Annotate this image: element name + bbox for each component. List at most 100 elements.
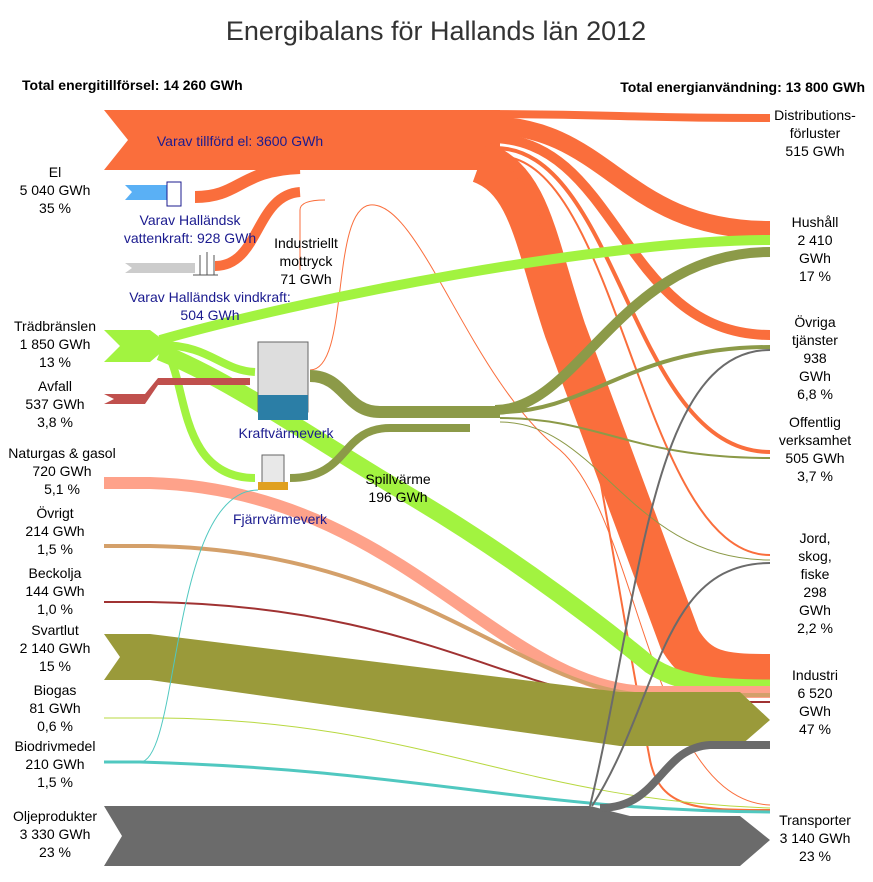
label-value: 2 140 GWh (19, 640, 91, 656)
use-total: Total energianvändning: 13 800 GWh (620, 79, 865, 95)
other-flow (104, 544, 770, 697)
label-value: 210 GWh (25, 756, 85, 772)
label-value: 3 140 GWh (779, 830, 851, 846)
label-value: 81 GWh (29, 700, 81, 716)
flow (484, 116, 771, 239)
flow (499, 165, 771, 811)
wind-icon (193, 252, 218, 276)
el-input (104, 110, 500, 170)
flow (471, 142, 771, 696)
flow (214, 187, 301, 271)
use-label: Övriga tjänster 938 GWh 6,8 % (786, 313, 844, 403)
label-value: 144 GWh (25, 583, 85, 599)
label-value: 505 GWh (785, 450, 845, 466)
source-label: El 5 040 GWh 35 % (20, 163, 91, 217)
use-label: Distributions- förluster 515 GWh (774, 106, 856, 160)
source-label: Svartlut 2 140 GWh 15 % (20, 621, 91, 675)
label-share: 0,6 % (37, 718, 73, 734)
heat-flows (289, 247, 771, 561)
plant-icons (257, 341, 309, 490)
label-name: Beckolja (28, 565, 82, 581)
label-value: 298 GWh (799, 584, 831, 618)
label-share: 13 % (39, 354, 71, 370)
label-value: 537 GWh (25, 396, 85, 412)
label-share: 1,5 % (37, 774, 73, 790)
label-share: 47 % (799, 721, 831, 737)
source-label: Avfall 537 GWh 3,8 % (25, 377, 84, 431)
flow (159, 341, 256, 376)
label-share: 1,5 % (37, 541, 73, 557)
label-name: Oljeprodukter (12, 808, 98, 824)
label-name: Transporter (779, 812, 851, 828)
flow (299, 199, 326, 270)
label-name: Industri (792, 667, 838, 683)
label-share: 3,8 % (37, 414, 73, 430)
oil-flows (589, 349, 771, 812)
use-label: Transporter 3 140 GWh 23 % (779, 811, 851, 865)
label-name: Offentlig verksamhet (778, 414, 852, 448)
title: Energibalans för Hallands län 2012 (225, 16, 647, 46)
label-value: 3 330 GWh (19, 826, 91, 842)
label-value: 515 GWh (785, 143, 845, 159)
annotation: Fjärrvärmeverk (232, 511, 328, 527)
source-label: Naturgas & gasol 720 GWh 5,1 % (8, 444, 115, 498)
biogas-flow (104, 717, 771, 809)
label-value: 938 GWh (799, 350, 831, 384)
label-share: 5,1 % (44, 481, 80, 497)
label-name: Avfall (38, 378, 72, 394)
source-label: Övrigt 214 GWh 1,5 % (25, 504, 84, 558)
label-name: Naturgas & gasol (8, 445, 116, 461)
flow (489, 133, 771, 340)
flow (194, 162, 301, 203)
biofuel-flow (139, 489, 259, 763)
label-value: 1 850 GWh (19, 336, 91, 352)
annotation: Varav Halländsk vattenkraft: 928 GWh (123, 212, 257, 246)
oil-flow (104, 806, 770, 866)
wood-input (104, 330, 170, 362)
label-share: 1,0 % (37, 601, 73, 617)
label-name: Övriga tjänster (792, 314, 838, 348)
label-name: El (48, 164, 62, 180)
label-share: 23 % (799, 848, 831, 864)
annotation: Industriellt mottryck 71 GWh (274, 235, 338, 287)
label-name: Övrigt (36, 505, 74, 521)
annotation: Spillvärme 196 GWh (365, 471, 431, 505)
supply-total: Total energitillförsel: 14 260 GWh (22, 77, 243, 93)
use-label: Hushåll 2 410 GWh 17 % (786, 213, 844, 285)
turbine-icon (166, 181, 182, 207)
source-label: Trädbränslen 1 850 GWh 13 % (14, 317, 96, 371)
label-name: Biodrivmedel (14, 738, 96, 754)
label-name: Trädbränslen (14, 318, 96, 334)
label-value: 214 GWh (25, 523, 85, 539)
label-share: 3,7 % (797, 468, 833, 484)
label-share: 15 % (39, 658, 71, 674)
source-label: Oljeprodukter 3 330 GWh 23 % (13, 807, 97, 861)
wind-arrow (125, 263, 195, 273)
biofuel-flow (104, 760, 771, 814)
label-value: 5 040 GWh (19, 182, 91, 198)
source-label: Biodrivmedel 210 GWh 1,5 % (15, 737, 96, 791)
annotation: Varav Halländsk vindkraft: 504 GWh (129, 289, 291, 323)
use-label: Industri 6 520 GWh 47 % (786, 666, 844, 738)
hydro-arrow (125, 185, 170, 200)
label-value: 2 410 GWh (797, 232, 833, 266)
gas-flow (104, 477, 770, 698)
label-name: Jord, skog, fiske (798, 530, 832, 582)
annotation: Kraftvärmeverk (238, 425, 334, 441)
label-value: 6 520 GWh (797, 685, 833, 719)
flow (494, 146, 771, 454)
label-name: Svartlut (31, 622, 79, 638)
use-label: Jord, skog, fiske 298 GWh 2,2 % (786, 529, 844, 637)
label-name: Hushåll (791, 214, 839, 230)
label-name: Biogas (33, 682, 77, 698)
annotation: Varav tillförd el: 3600 GWh (156, 133, 324, 149)
source-label: Biogas 81 GWh 0,6 % (29, 681, 80, 735)
waste-flow (104, 378, 250, 404)
label-share: 6,8 % (797, 386, 833, 402)
black-liquor-flow (104, 634, 770, 746)
label-share: 2,2 % (797, 620, 833, 636)
label-share: 17 % (799, 268, 831, 284)
label-value: 720 GWh (32, 463, 92, 479)
